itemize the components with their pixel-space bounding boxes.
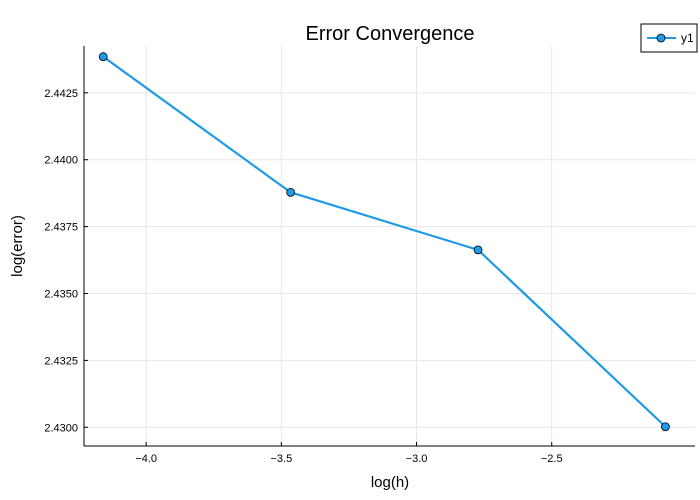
y-axis-label: log(error) bbox=[9, 215, 26, 277]
x-ticks: −4.0 −3.5 −3.0 −2.5 bbox=[135, 442, 563, 465]
y-tick-label: 2.4375 bbox=[44, 222, 78, 234]
axes bbox=[83, 46, 695, 447]
y-tick-label: 2.4300 bbox=[44, 422, 78, 434]
data-point bbox=[473, 245, 483, 255]
x-tick-label: −3.0 bbox=[406, 453, 428, 465]
legend-marker-y1 bbox=[656, 33, 666, 43]
y-tick-label: 2.4350 bbox=[44, 288, 78, 300]
y-tick-label: 2.4325 bbox=[44, 355, 78, 367]
chart-title: Error Convergence bbox=[306, 23, 475, 45]
x-axis-label: log(h) bbox=[371, 474, 409, 491]
data-point bbox=[98, 52, 108, 62]
legend: y1 bbox=[640, 23, 698, 53]
x-tick-label: −2.5 bbox=[541, 453, 563, 465]
y-tick-label: 2.4400 bbox=[44, 155, 78, 167]
series-line-y1 bbox=[102, 55, 667, 428]
y-tick-label: 2.4425 bbox=[44, 88, 78, 100]
x-tick-label: −3.5 bbox=[270, 453, 292, 465]
x-tick-label: −4.0 bbox=[135, 453, 157, 465]
series bbox=[98, 52, 670, 432]
grid-lines bbox=[84, 46, 695, 446]
legend-label-y1: y1 bbox=[681, 31, 694, 45]
data-point bbox=[286, 187, 296, 197]
y-ticks: 2.4300 2.4325 2.4350 2.4375 2.4400 2.4425 bbox=[44, 88, 88, 434]
data-point bbox=[661, 422, 670, 432]
